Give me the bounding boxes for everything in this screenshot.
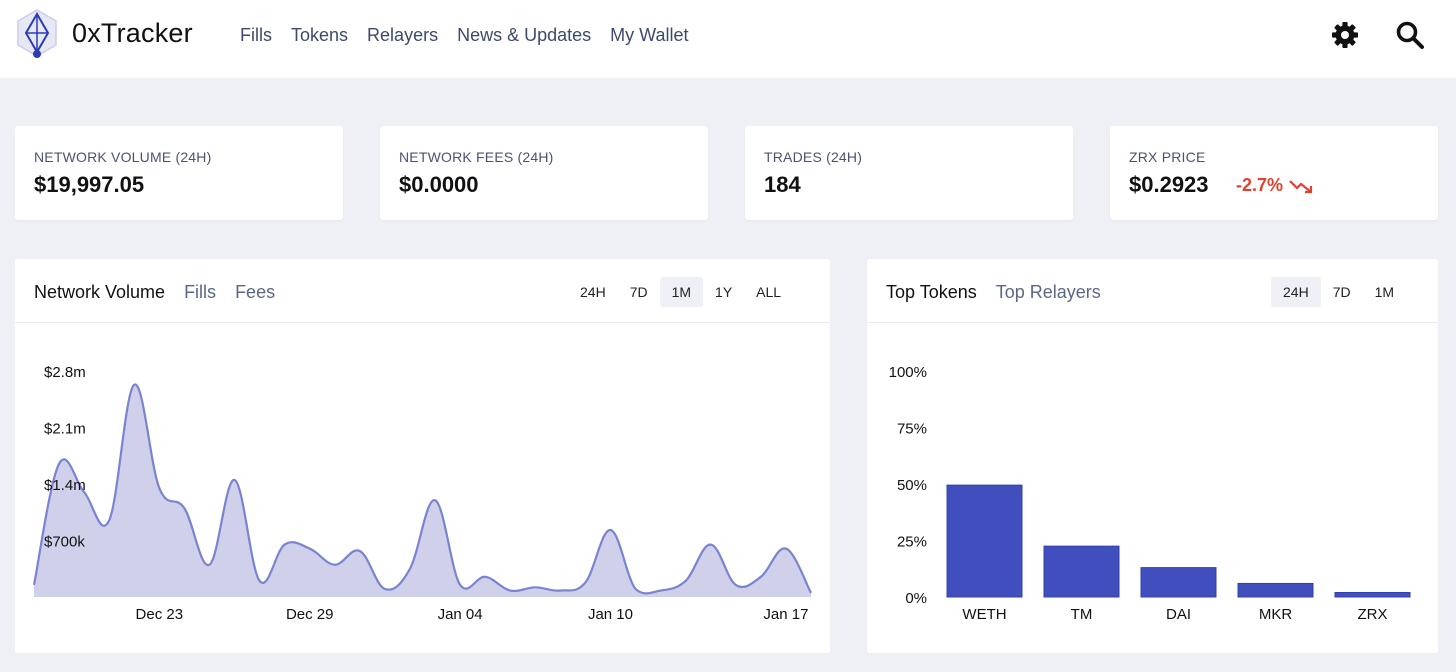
price-change: -2.7% — [1236, 175, 1315, 196]
period-7d[interactable]: 7D — [629, 284, 648, 300]
y-tick-label: 75% — [897, 421, 927, 438]
tab-top-relayers[interactable]: Top Relayers — [995, 282, 1101, 302]
top-tokens-panel: Top Tokens Top Relayers 24H 7D 1M 100% 75… — [867, 259, 1438, 653]
period-1y[interactable]: 1Y — [715, 284, 733, 300]
y-tick-label: $2.1m — [44, 421, 86, 438]
y-tick-label: $1.4m — [44, 477, 86, 494]
top-tokens-chart: 100% 75% 50% 25% 0% WETH TM DAI MKR ZRX — [889, 364, 1411, 623]
bar-tm[interactable] — [1043, 545, 1120, 598]
y-tick-label: 25% — [897, 534, 927, 551]
top-header: 0xTracker Fills Tokens Relayers News & U… — [0, 0, 1456, 78]
x-tick-label: MKR — [1259, 606, 1293, 623]
network-volume-panel: Network Volume Fills Fees 24H 7D 1M 1Y A… — [15, 259, 830, 653]
x-tick-label: Dec 23 — [136, 606, 184, 623]
stat-value: $0.2923 — [1129, 172, 1209, 197]
x-tick-label: Jan 04 — [438, 606, 483, 623]
bar-zrx[interactable] — [1334, 591, 1411, 598]
panel-divider — [867, 322, 1438, 323]
tab-top-tokens[interactable]: Top Tokens — [886, 282, 977, 302]
stat-value: 184 — [764, 172, 801, 197]
stat-value: $0.0000 — [399, 172, 479, 197]
tab-network-volume[interactable]: Network Volume — [34, 282, 166, 302]
tokens-panel-tabs: Top Tokens Top Relayers — [886, 282, 1120, 303]
y-tick-label: $2.8m — [44, 364, 86, 381]
stat-card-network-fees: NETWORK FEES (24H) $0.0000 — [380, 126, 708, 220]
x-tick-label: ZRX — [1358, 606, 1388, 623]
stat-label: NETWORK FEES (24H) — [399, 149, 554, 165]
x-tick-label: Dec 29 — [286, 606, 334, 623]
y-tick-label: $700k — [44, 534, 85, 551]
bar-dai[interactable] — [1140, 567, 1217, 598]
stat-label: ZRX PRICE — [1129, 149, 1206, 165]
x-tick-label: DAI — [1166, 606, 1191, 623]
tab-fills[interactable]: Fills — [184, 282, 217, 302]
nav-relayers[interactable]: Relayers — [367, 25, 439, 45]
network-volume-chart: $2.8m $2.1m $1.4m $700k Dec 23 Dec 29 Jan 04 Ja… — [32, 364, 812, 623]
app-name[interactable]: 0xTracker — [72, 18, 193, 48]
y-tick-label: 50% — [897, 477, 927, 494]
x-tick-label: Jan 17 — [763, 606, 808, 623]
panel-divider — [15, 322, 830, 323]
period-all[interactable]: ALL — [756, 284, 782, 300]
gear-icon[interactable] — [1330, 20, 1360, 50]
nav-news-updates[interactable]: News & Updates — [457, 25, 592, 45]
nav-my-wallet[interactable]: My Wallet — [610, 25, 689, 45]
0x-tracker-logo-icon[interactable] — [14, 8, 60, 62]
bar-weth[interactable] — [946, 484, 1023, 598]
trend-down-icon — [1289, 179, 1313, 193]
stat-card-trades: TRADES (24H) 184 — [745, 126, 1073, 220]
y-tick-label: 100% — [889, 364, 927, 381]
period-1m[interactable]: 1M — [659, 277, 704, 307]
tokens-period-selector: 24H 7D 1M — [1271, 277, 1406, 307]
search-icon[interactable] — [1395, 20, 1425, 50]
volume-area — [34, 384, 811, 597]
stat-card-zrx-price: ZRX PRICE $0.2923 -2.7% — [1110, 126, 1438, 220]
x-tick-label: Jan 10 — [588, 606, 633, 623]
stat-label: TRADES (24H) — [764, 149, 863, 165]
volume-panel-tabs: Network Volume Fills Fees — [34, 282, 294, 303]
x-tick-label: WETH — [962, 606, 1006, 623]
main-nav: Fills Tokens Relayers News & Updates My … — [240, 25, 707, 46]
stat-value: $19,997.05 — [34, 172, 145, 197]
stat-label: NETWORK VOLUME (24H) — [34, 149, 212, 165]
x-tick-label: TM — [1071, 606, 1093, 623]
nav-tokens[interactable]: Tokens — [291, 25, 349, 45]
volume-line — [32, 383, 812, 595]
bar-mkr[interactable] — [1237, 582, 1314, 598]
period-24h[interactable]: 24H — [1271, 277, 1321, 307]
nav-fills[interactable]: Fills — [240, 25, 272, 45]
tab-fees[interactable]: Fees — [235, 282, 276, 302]
period-7d[interactable]: 7D — [1332, 284, 1351, 300]
y-tick-label: 0% — [905, 590, 927, 607]
period-24h[interactable]: 24H — [580, 284, 606, 300]
stat-card-network-volume: NETWORK VOLUME (24H) $19,997.05 — [15, 126, 343, 220]
period-1m[interactable]: 1M — [1374, 284, 1395, 300]
price-change-value: -2.7% — [1236, 175, 1284, 195]
volume-period-selector: 24H 7D 1M 1Y ALL — [568, 277, 793, 307]
